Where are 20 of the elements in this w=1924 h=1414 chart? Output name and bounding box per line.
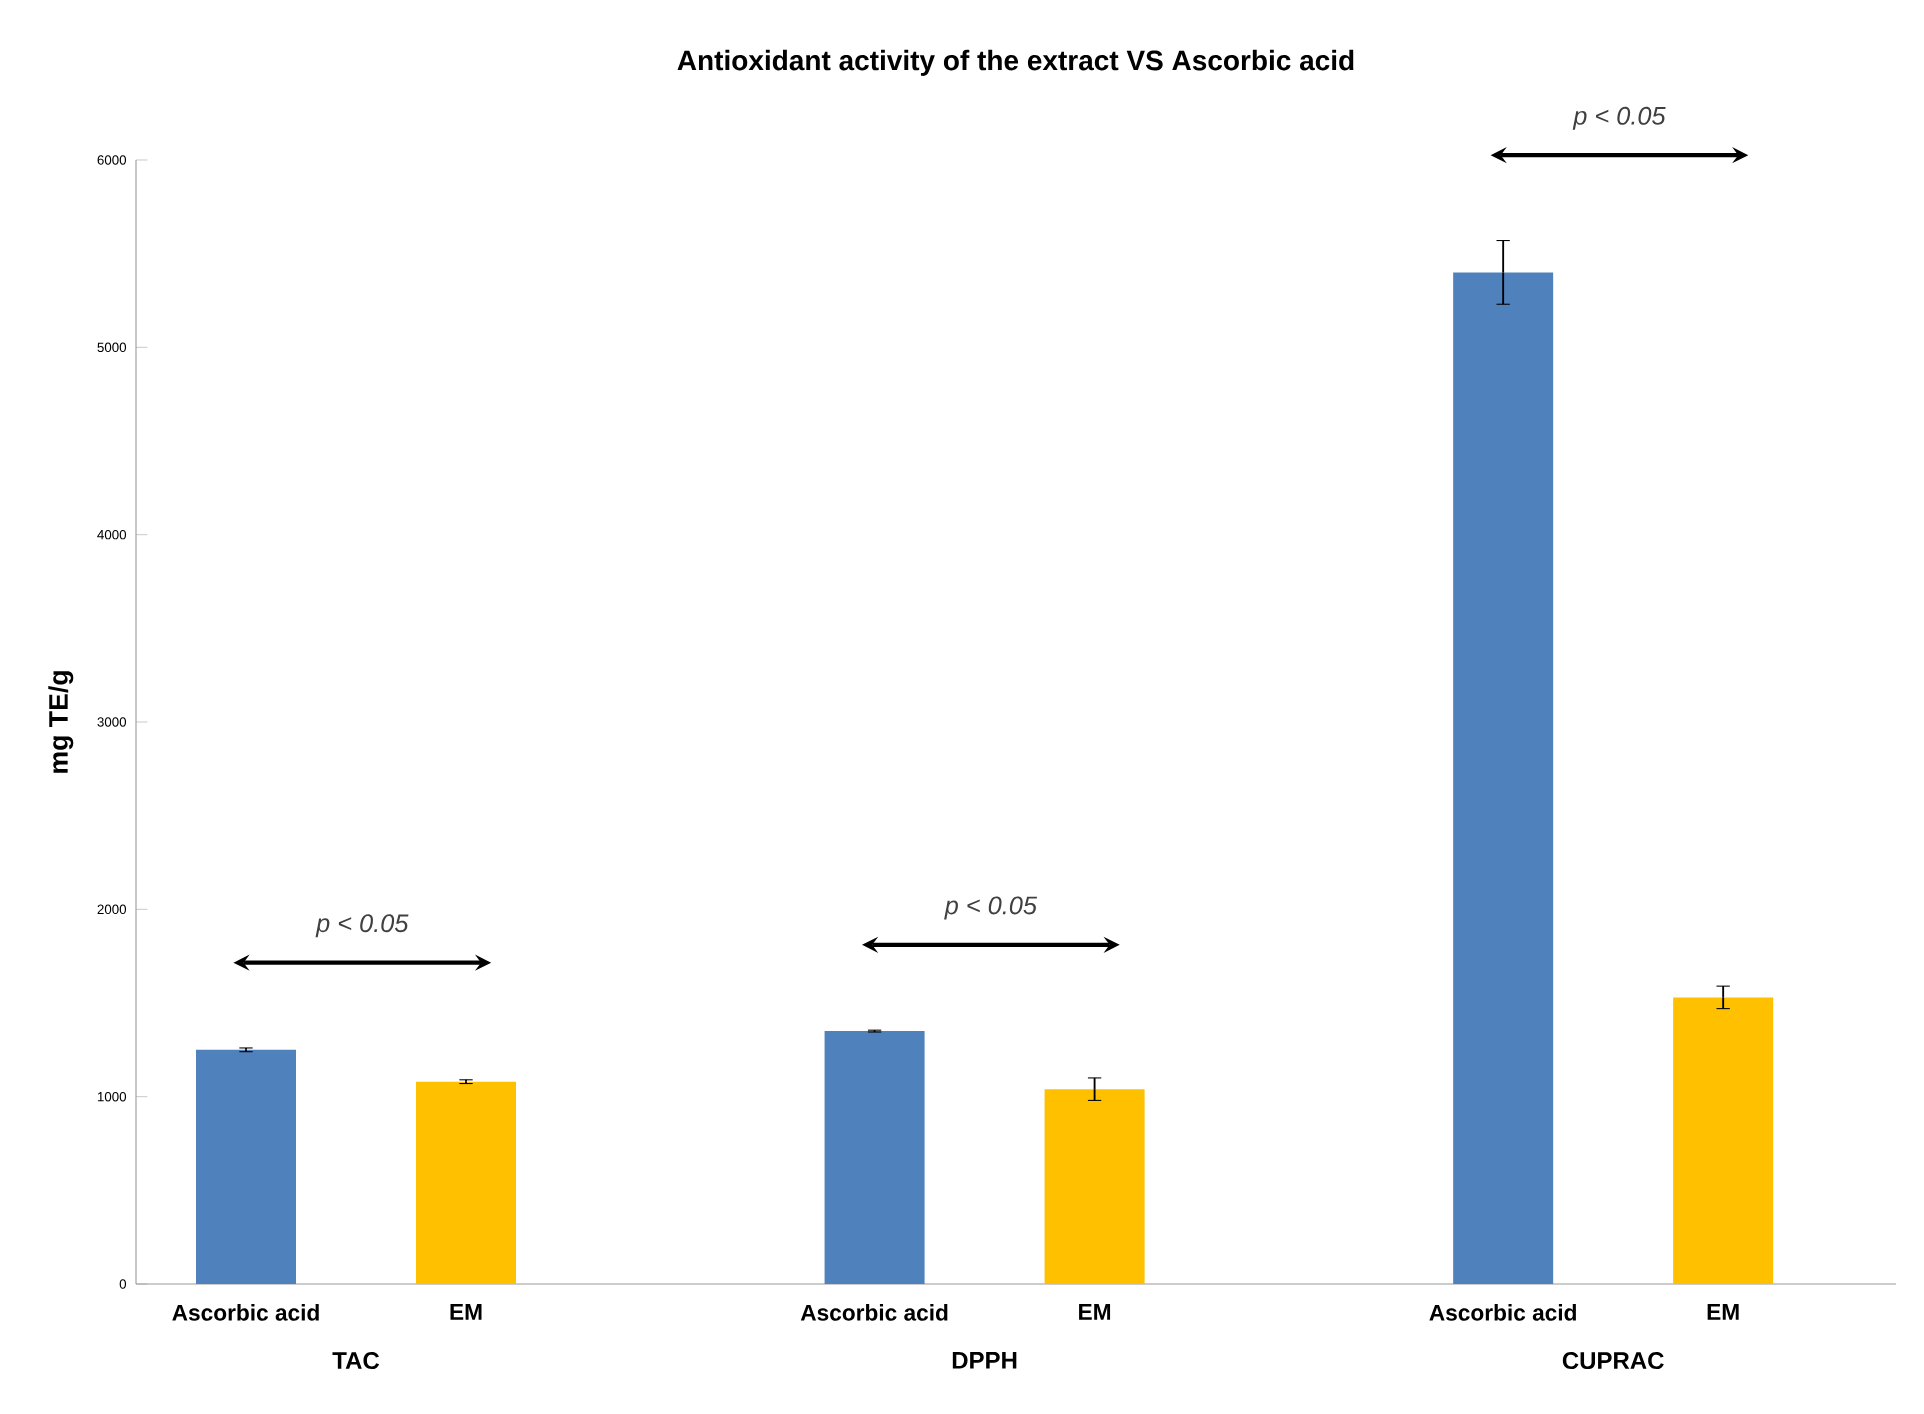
x-tick-label: TAC xyxy=(332,1352,380,1370)
annotation: p < 0.05 xyxy=(944,896,1038,920)
text: p < 0.05 xyxy=(1572,106,1666,130)
x-tick-label: CUPRAC xyxy=(1562,1352,1664,1370)
bar xyxy=(1673,997,1774,1284)
bar xyxy=(824,1031,925,1284)
text: Ascorbic acid xyxy=(800,1304,948,1321)
y-axis-title: mg TE/g xyxy=(48,671,74,773)
bar xyxy=(1453,272,1554,1284)
x-tick-label: DPPH xyxy=(952,1352,1017,1369)
annotation: p < 0.05 xyxy=(315,914,409,938)
text: EM xyxy=(1707,1304,1739,1320)
bar xyxy=(1044,1089,1145,1284)
series-label: Ascorbic acid xyxy=(172,1304,319,1321)
text: EM xyxy=(1079,1304,1111,1320)
chart-title: Antioxidant activity of the extract VS Ascorbic acid xyxy=(677,49,1354,76)
text: Ascorbic acid xyxy=(1429,1304,1576,1321)
bar xyxy=(416,1081,517,1284)
series-label: EM xyxy=(450,1304,482,1320)
bar xyxy=(196,1049,297,1284)
